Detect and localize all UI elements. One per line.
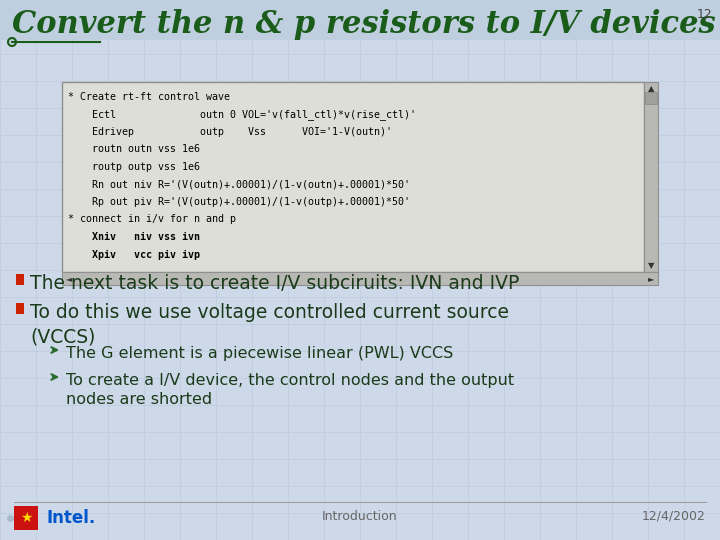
Bar: [16, 303, 24, 314]
Text: Rp out piv R='(V(outp)+.00001)/(1-v(outp)+.00001)*50': Rp out piv R='(V(outp)+.00001)/(1-v(outp…: [68, 197, 410, 207]
Text: Rn out niv R='(V(outn)+.00001)/(1-v(outn)+.00001)*50': Rn out niv R='(V(outn)+.00001)/(1-v(outn…: [68, 179, 410, 190]
Text: * connect in i/v for n and p: * connect in i/v for n and p: [68, 214, 236, 225]
Text: ★: ★: [19, 511, 32, 525]
Text: Edrivep           outp    Vss      VOI='1-V(outn)': Edrivep outp Vss VOI='1-V(outn)': [68, 127, 392, 137]
Text: Convert the n & p resistors to I/V devices: Convert the n & p resistors to I/V devic…: [12, 9, 716, 39]
Text: Ectl              outn 0 VOL='v(fall_ctl)*v(rise_ctl)': Ectl outn 0 VOL='v(fall_ctl)*v(rise_ctl)…: [68, 110, 416, 120]
Text: routn outn vss 1e6: routn outn vss 1e6: [68, 145, 200, 154]
Bar: [644, 82, 658, 272]
Bar: [16, 274, 24, 285]
Text: ◄: ◄: [66, 274, 72, 283]
Text: 12/4/2002: 12/4/2002: [642, 510, 706, 523]
Bar: [62, 82, 644, 272]
Text: The next task is to create I/V subciruits: IVN and IVP: The next task is to create I/V subciruit…: [30, 274, 519, 293]
Text: 12: 12: [696, 8, 712, 21]
Bar: [645, 92, 657, 104]
Text: To do this we use voltage controlled current source
(VCCS): To do this we use voltage controlled cur…: [30, 303, 509, 346]
Text: The G element is a piecewise linear (PWL) VCCS: The G element is a piecewise linear (PWL…: [66, 346, 454, 361]
Bar: [62, 272, 658, 285]
Text: Xniv   niv vss ivn: Xniv niv vss ivn: [68, 232, 200, 242]
Text: ▼: ▼: [648, 261, 654, 270]
Text: * Create rt-ft control wave: * Create rt-ft control wave: [68, 92, 230, 102]
Text: Xpiv   vcc piv ivp: Xpiv vcc piv ivp: [68, 249, 200, 260]
Bar: [14, 506, 38, 530]
Text: routp outp vss 1e6: routp outp vss 1e6: [68, 162, 200, 172]
Text: ▲: ▲: [648, 84, 654, 93]
Text: ►: ►: [648, 274, 654, 283]
Text: To create a I/V device, the control nodes and the output
nodes are shorted: To create a I/V device, the control node…: [66, 373, 514, 407]
Text: Introduction: Introduction: [322, 510, 398, 523]
Text: Intеl.: Intеl.: [46, 509, 95, 527]
Bar: [0, 0, 720, 40]
